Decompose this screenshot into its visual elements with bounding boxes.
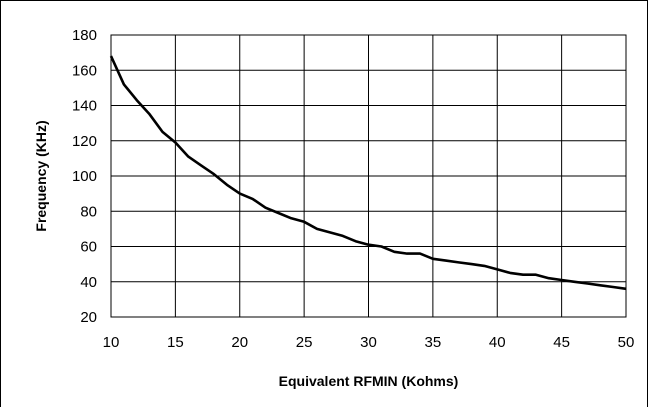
y-tick-labels: 20 40 60 80 100 120 140 160 180	[72, 27, 97, 326]
y-tick-label: 100	[72, 168, 97, 185]
y-axis-title: Frequency (KHz)	[33, 120, 49, 231]
x-tick-label: 25	[296, 334, 313, 351]
y-tick-label: 180	[72, 27, 97, 44]
plot-area	[110, 34, 627, 318]
y-tick-label: 140	[72, 98, 97, 115]
x-tick-label: 15	[167, 334, 184, 351]
x-tick-label: 10	[103, 334, 120, 351]
y-tick-label: 80	[80, 203, 97, 220]
grid-lines	[110, 34, 627, 318]
x-tick-label: 20	[231, 334, 248, 351]
y-tick-label: 160	[72, 62, 97, 79]
y-tick-label: 20	[80, 309, 97, 326]
x-axis-title: Equivalent RFMIN (Kohms)	[279, 373, 459, 389]
x-tick-label: 45	[553, 334, 570, 351]
x-tick-label: 35	[425, 334, 442, 351]
series-line	[109, 55, 627, 291]
y-tick-label: 60	[80, 239, 97, 256]
x-tick-label: 50	[618, 334, 635, 351]
x-tick-label: 40	[489, 334, 506, 351]
x-tick-labels: 10 15 20 25 30 35 40 45 50	[103, 334, 635, 351]
x-tick-label: 30	[360, 334, 377, 351]
y-tick-label: 120	[72, 133, 97, 150]
y-tick-label: 40	[80, 274, 97, 291]
